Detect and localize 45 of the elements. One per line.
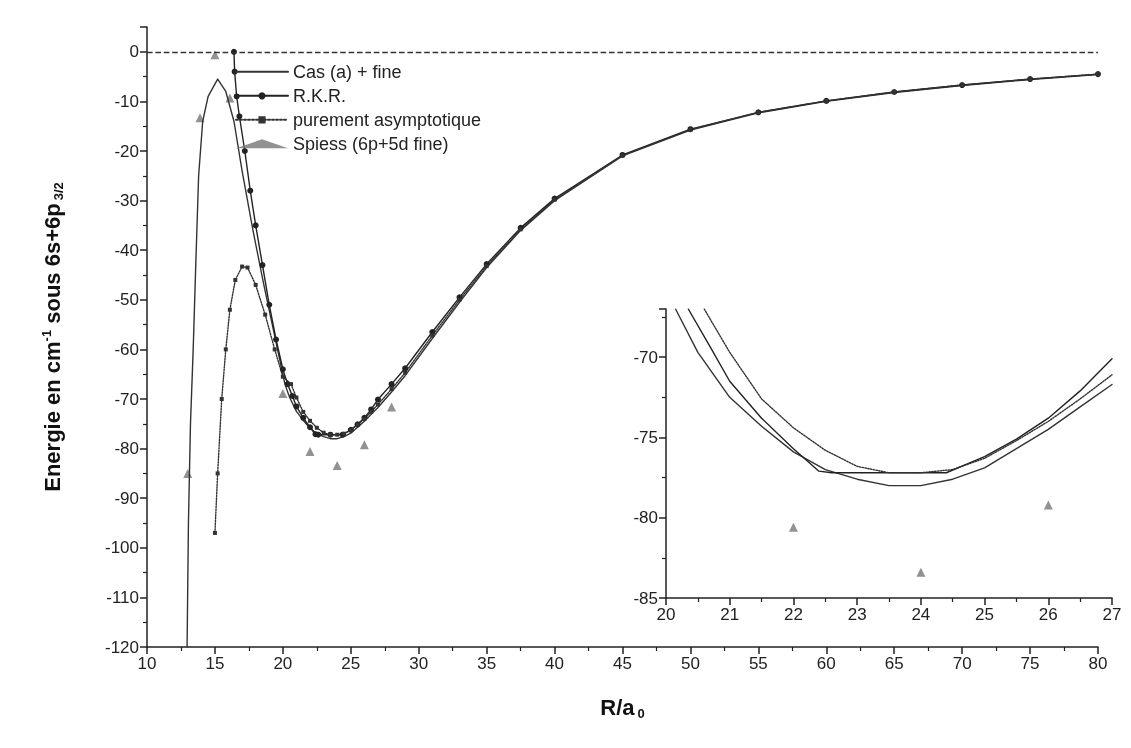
x-tick-label: 25 bbox=[341, 654, 361, 673]
x-tick-label: 65 bbox=[884, 654, 904, 673]
x-tick-label: 24 bbox=[911, 605, 931, 624]
y-tick-label: -110 bbox=[106, 587, 139, 607]
x-tick-label: 21 bbox=[720, 605, 740, 624]
x-tick-label: 15 bbox=[205, 654, 225, 673]
x-tick-label: 25 bbox=[975, 605, 995, 624]
legend-label: Spiess (6p+5d fine) bbox=[293, 133, 449, 154]
y-tick-label: -20 bbox=[114, 141, 139, 161]
x-tick-label: 10 bbox=[137, 654, 157, 673]
y-tick-label: -50 bbox=[114, 290, 139, 310]
x-tick-label: 40 bbox=[545, 654, 565, 673]
x-tick-label: 50 bbox=[680, 654, 700, 673]
y-tick-label: -120 bbox=[104, 637, 139, 657]
x-tick-label: 75 bbox=[1020, 654, 1040, 673]
x-tick-label: 80 bbox=[1088, 654, 1108, 673]
y-tick-label: -90 bbox=[114, 488, 139, 508]
y-tick-label: -70 bbox=[633, 347, 658, 367]
y-tick-label: -80 bbox=[633, 508, 658, 528]
x-tick-label: 55 bbox=[748, 654, 768, 673]
y-tick-label: -100 bbox=[104, 538, 139, 558]
y-tick-label: -85 bbox=[633, 588, 658, 608]
x-tick-label: 27 bbox=[1102, 605, 1122, 624]
legend-label: Cas (a) + fine bbox=[293, 61, 402, 82]
y-tick-label: -80 bbox=[114, 439, 139, 459]
legend-label: purement asymptotique bbox=[293, 109, 482, 130]
x-tick-label: 60 bbox=[816, 654, 836, 673]
x-tick-label: 22 bbox=[783, 605, 803, 624]
legend-label: R.K.R. bbox=[293, 85, 347, 106]
y-tick-label: -10 bbox=[114, 91, 139, 111]
x-tick-label: 23 bbox=[847, 605, 867, 624]
y-tick-label: -70 bbox=[114, 389, 139, 409]
x-tick-label: 70 bbox=[952, 654, 972, 673]
x-tick-label: 20 bbox=[656, 605, 676, 624]
y-tick-label: 0 bbox=[129, 42, 139, 62]
y-tick-label: -60 bbox=[114, 339, 139, 359]
y-tick-label: -75 bbox=[633, 427, 658, 447]
x-tick-label: 20 bbox=[273, 654, 293, 673]
x-tick-label: 26 bbox=[1038, 605, 1058, 624]
x-tick-label: 30 bbox=[409, 654, 429, 673]
y-tick-label: -30 bbox=[114, 191, 139, 211]
x-tick-label: 45 bbox=[613, 654, 632, 673]
y-tick-label: -40 bbox=[114, 240, 139, 260]
x-tick-label: 35 bbox=[477, 654, 497, 673]
y-axis-title: Energie en cm-1 sous 6s+6p3/2 bbox=[39, 182, 66, 492]
